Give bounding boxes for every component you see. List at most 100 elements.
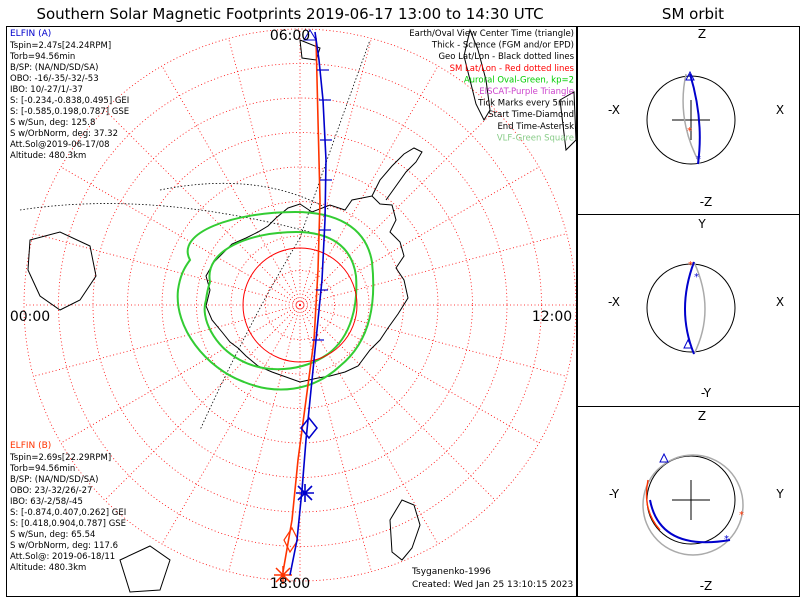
info-line: B/SP: (NA/ND/SD/SA) [10,63,98,73]
orbit-frame-2 [577,214,800,407]
orbit-panel-yz: * * Z -Z -Y Y [609,409,784,593]
geo-lat-line [19,203,311,233]
model-credit: Tsyganenko-1996 [411,567,491,577]
orbit-b-path [682,73,701,165]
orbit-a-path [689,73,701,165]
sm-mlt-spoke [299,233,567,306]
sm-grid [23,28,576,582]
orbit-b-asterisk: * [688,260,693,271]
info-line: S w/OrbNorm, deg: 37.32 [10,129,118,139]
elfin-b-track [274,37,321,584]
info-line: Tspin=2.47s[24.24RPM] [9,41,111,51]
orbit-panel-xz: * * Z -Z -X X [608,27,784,209]
orbit-axis-bottom: -Z [700,195,713,209]
legend: Earth/Oval View Center Time (triangle) Th… [409,29,574,143]
mlt-label-right: 12:00 [532,309,572,325]
mlt-label-top: 06:00 [270,28,310,44]
orbit-b-path [642,454,744,556]
orbit-axis-right: X [776,103,784,117]
legend-entry: EISCAT-Purple Triangle [479,87,574,97]
info-line: Tspin=2.69s[22.29RPM] [9,453,111,463]
elfin-a-info: ELFIN (A) Tspin=2.47s[24.24RPM]Torb=94.5… [9,29,129,161]
sm-mlt-spoke [299,38,372,306]
orbit-axis-right: Y [775,487,784,501]
orbit-a-path [649,499,731,544]
sm-mlt-spoke [228,38,301,306]
peninsula-outline [371,147,423,201]
auroral-oval-inner [203,230,358,371]
australia-outline [27,231,97,311]
elfin-a-name: ELFIN (A) [10,29,51,39]
orbit-b-asterisk: * [687,126,692,137]
elfin-b-lines: Tspin=2.69s[22.29RPM]Torb=94.56minB/SP: … [9,453,126,573]
africa-outline [389,499,421,561]
orbit-axis-bottom: -Z [700,579,713,593]
elfin-a-start-marker [300,416,318,440]
orbit-axis-left: -Y [609,487,620,501]
elfin-a-view-triangle [303,29,317,41]
info-line: OBO: -16/-35/-32/-53 [10,74,99,84]
sm-mlt-spoke [104,109,301,306]
geo-lat-line [159,182,331,211]
info-line: S w/Sun, deg: 125.8 [10,118,95,128]
elfin-a-end-marker [296,484,314,502]
sm-latitude-circle [265,270,335,340]
legend-entry: Start Time-Diamond [488,110,574,120]
orbit-b-path [693,261,706,355]
orbit-a-asterisk: * [724,534,729,545]
sm-mlt-spoke [161,304,301,545]
sm-mlt-spoke [161,65,301,306]
orbit-a-path [684,261,695,355]
sm-mlt-spoke [33,304,301,377]
info-line: S w/OrbNorm, deg: 117.6 [10,541,118,551]
elfin-a-trace [289,31,327,576]
sm-mlt-spoke [60,304,301,444]
legend-entry: Tick Marks every 5min [477,99,574,109]
orbit-title: SM orbit [662,5,724,23]
orbit-a-triangle [685,70,695,81]
orbit-b-asterisk: * [739,510,744,521]
elfin-b-start-marker [283,526,299,554]
geo-lon-line [299,39,371,239]
elfin-a-lines: Tspin=2.47s[24.24RPM]Torb=94.56minB/SP: … [9,41,129,161]
page-title: Southern Solar Magnetic Footprints 2019-… [36,5,543,23]
orbit-a-triangle [659,452,669,463]
orbit-a-triangle [683,338,693,349]
orbit-axis-left: -X [608,295,620,309]
legend-entry: Earth/Oval View Center Time (triangle) [409,29,574,39]
sm-mlt-spoke [299,304,439,545]
orbit-axis-top: Z [698,409,706,423]
created-timestamp: Created: Wed Jan 25 13:10:15 2023 [412,580,573,590]
orbit-a-asterisk: * [694,272,699,283]
coast-fragment [119,545,171,593]
info-line: Altitude: 480.3km [10,563,86,573]
orbit-axis-left: -X [608,103,620,117]
legend-entry: Geo Lat/Lon - Black dotted lines [438,52,574,62]
mlt-label-left: 00:00 [10,309,50,325]
antarctica-outline [205,195,409,383]
info-line: Torb=94.56min [9,464,75,474]
mlt-label-bottom: 18:00 [270,576,310,592]
info-line: IBO: 10/-27/1/-37 [10,85,83,95]
sm-latitude-circle [230,235,370,375]
orbit-axis-top: Y [697,217,706,231]
info-line: Torb=94.56min [9,52,75,62]
sm-mlt-spoke [299,304,540,444]
sm-mlt-spoke [299,109,496,306]
geo-lon-line [199,237,301,431]
info-line: S w/Sun, deg: 65.54 [10,530,95,540]
info-line: B/SP: (NA/ND/SD/SA) [10,475,98,485]
orbit-frame-3 [577,406,800,597]
orbit-b-segment [645,479,661,531]
sm-mlt-spoke [299,304,372,572]
elfin-b-name: ELFIN (B) [10,441,51,451]
info-line: Att.Sol@: 2019-06-18/11 [10,552,115,562]
orbit-panel-xy: * * Y -Y -X X [608,217,784,400]
elfin-a-track [289,29,332,576]
elfin-b-info: ELFIN (B) Tspin=2.69s[22.29RPM]Torb=94.5… [9,441,126,573]
legend-entry: SM Lat/Lon - Red dotted lines [450,64,575,74]
orbit-axis-top: Z [698,27,706,41]
orbit-a-asterisk: * [696,154,701,165]
polar-circle [242,247,358,363]
